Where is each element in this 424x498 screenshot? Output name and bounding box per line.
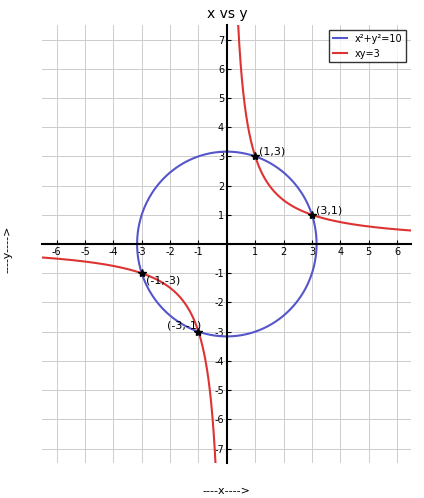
Text: (-1,-3): (-1,-3) <box>146 275 180 285</box>
Text: (3,1): (3,1) <box>316 205 343 215</box>
x²+y²=10 <box>224 148 229 154</box>
x²+y²=10 <box>224 334 229 340</box>
x²+y²=10 <box>141 208 146 214</box>
x²+y²=10 <box>314 241 319 247</box>
Text: ----x---->: ----x----> <box>203 486 251 496</box>
Text: (1,3): (1,3) <box>259 147 286 157</box>
Text: ----y---->: ----y----> <box>2 225 12 273</box>
Legend: x²+y²=10, xy=3: x²+y²=10, xy=3 <box>329 30 407 62</box>
Text: (-3,-1): (-3,-1) <box>167 321 201 331</box>
x²+y²=10 <box>150 189 155 195</box>
Title: x vs y: x vs y <box>206 7 247 21</box>
Line: x²+y²=10: x²+y²=10 <box>137 151 317 337</box>
x²+y²=10 <box>314 241 319 247</box>
x²+y²=10 <box>296 186 301 192</box>
x²+y²=10 <box>190 326 195 332</box>
x²+y²=10 <box>252 329 257 335</box>
x²+y²=10 <box>242 332 247 338</box>
